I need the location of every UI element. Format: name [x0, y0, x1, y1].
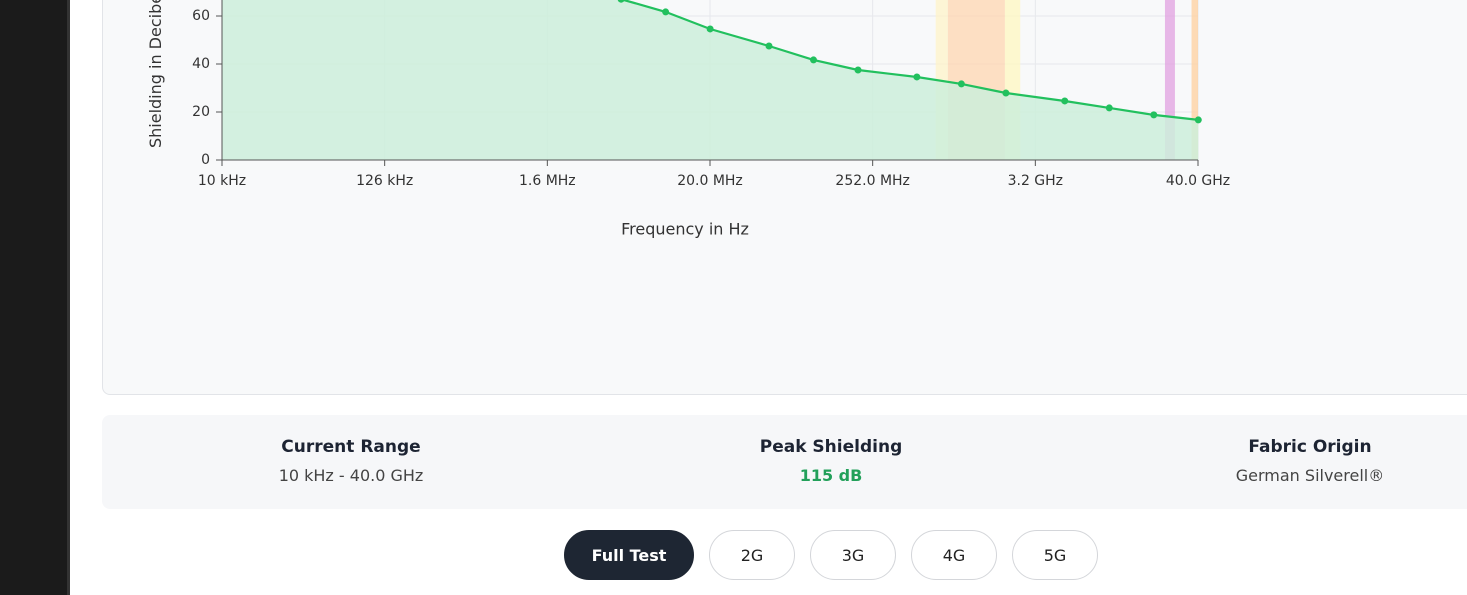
point [1061, 97, 1069, 105]
point [765, 42, 773, 50]
x-tick-label: 1.6 MHz [519, 173, 576, 189]
summary-card: Current Range 10 kHz - 40.0 GHz Peak Shiel… [102, 415, 1467, 509]
y-tick-label: 20 [192, 104, 210, 120]
x-tick-label: 126 kHz [356, 173, 413, 189]
point [957, 80, 965, 88]
y-tick-label: 40 [192, 56, 210, 72]
point [810, 56, 818, 64]
point [706, 25, 714, 33]
summary-value: German Silverell® [1235, 466, 1385, 485]
x-tick-label: 252.0 MHz [835, 173, 909, 189]
y-tick-label: 60 [192, 8, 210, 24]
y-tick-label: 0 [201, 152, 210, 168]
button-row: Full Test 2G 3G 4G 5G [564, 530, 1098, 580]
chart: Frequency in Hz Shielding in Decibels 0 2… [146, 0, 1230, 239]
x-tick-label: 20.0 MHz [677, 173, 743, 189]
summary-label: Current Range [281, 437, 421, 457]
summary-item: Peak Shielding 115 dB [681, 437, 981, 485]
summary-label: Fabric Origin [1248, 437, 1372, 457]
frequency-band [1164, 0, 1175, 160]
point [1150, 111, 1158, 119]
summary-label: Peak Shielding [759, 437, 903, 457]
sidebar [0, 0, 70, 595]
point [1194, 116, 1202, 124]
point [662, 8, 670, 16]
frequency-band [1191, 0, 1198, 160]
range-button[interactable]: 2G [709, 530, 795, 580]
x-axis-label: Frequency in Hz [621, 220, 749, 239]
range-button[interactable]: Full Test [564, 530, 694, 580]
range-button[interactable]: 3G [810, 530, 896, 580]
range-button[interactable]: 4G [911, 530, 997, 580]
point [1002, 89, 1010, 97]
y-axis-label: Shielding in Decibels [146, 0, 165, 148]
point [913, 73, 921, 81]
x-tick-label: 3.2 GHz [1008, 173, 1063, 189]
point [617, 0, 625, 3]
point [854, 66, 862, 74]
summary-item: Fabric Origin German Silverell® [1160, 437, 1460, 485]
summary-value: 10 kHz - 40.0 GHz [278, 466, 424, 485]
x-tick-label: 10 kHz [198, 173, 246, 189]
area [222, 0, 1199, 160]
summary-item: Current Range 10 kHz - 40.0 GHz [201, 437, 501, 485]
summary-value: 115 dB [799, 466, 863, 485]
point [1105, 104, 1113, 112]
x-tick-label: 40.0 GHz [1166, 173, 1230, 189]
range-button[interactable]: 5G [1012, 530, 1098, 580]
